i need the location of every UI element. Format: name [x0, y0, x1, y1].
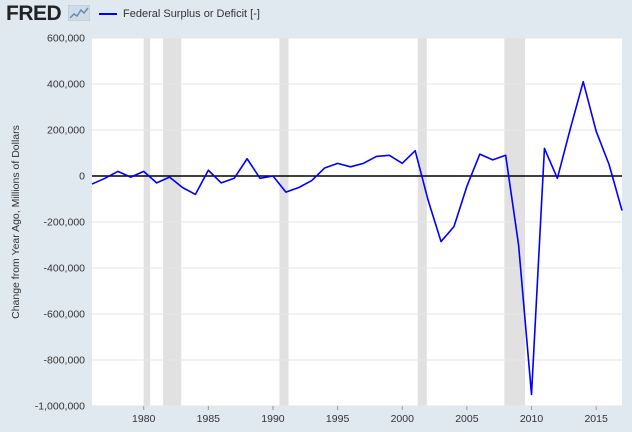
legend-label: Federal Surplus or Deficit [-] [123, 8, 260, 20]
y-tick-label: 200,000 [47, 125, 85, 137]
legend[interactable]: Federal Surplus or Deficit [-] [99, 6, 260, 22]
x-tick-label: 2000 [391, 413, 415, 425]
y-tick-label: 600,000 [47, 33, 85, 45]
y-tick-label: 400,000 [47, 79, 85, 91]
y-tick-labels: 600,000 400,000 200,000 0 -200,000 -400,000 -6… [35, 33, 85, 413]
series-line [91, 80, 623, 396]
x-tick-label: 2015 [584, 413, 608, 425]
y-tick-label: -200,000 [44, 217, 86, 229]
graph-line-icon [68, 5, 90, 21]
x-tick-label: 1990 [261, 413, 285, 425]
legend-swatch [99, 13, 117, 15]
x-tick-label: 1995 [326, 413, 350, 425]
x-tick-label: 1980 [132, 413, 156, 425]
y-tick-label: -800,000 [44, 355, 86, 367]
chart-header: FRED Federal Surplus or Deficit [-] [0, 0, 632, 30]
y-axis-label: Change from Year Ago, Millions of Dollar… [10, 125, 22, 319]
x-tick-labels: 1980 1985 1990 1995 2000 2005 2010 2015 [132, 406, 608, 425]
y-tick-label: 0 [79, 171, 85, 183]
fred-logo[interactable]: FRED [6, 2, 62, 25]
y-tick-label: -1,000,000 [35, 401, 85, 413]
x-tick-label: 2010 [520, 413, 544, 425]
y-tick-label: -600,000 [44, 309, 86, 321]
y-tick-label: -400,000 [44, 263, 86, 275]
x-tick-label: 2005 [455, 413, 479, 425]
x-tick-label: 1985 [197, 413, 221, 425]
